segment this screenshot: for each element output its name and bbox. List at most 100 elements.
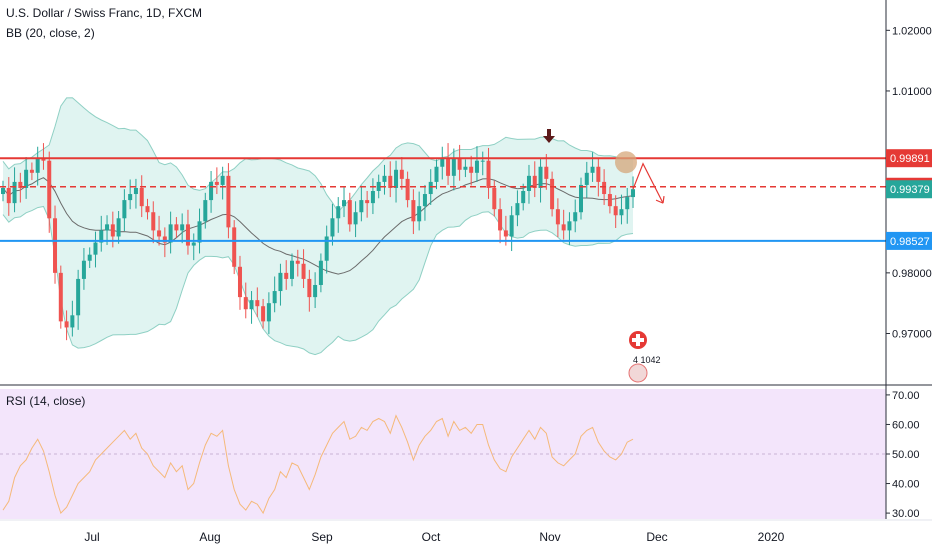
candle-body bbox=[87, 254, 92, 261]
candle bbox=[24, 157, 29, 199]
candle bbox=[353, 201, 358, 238]
indicator-label: BB (20, close, 2) bbox=[6, 26, 95, 40]
candle-body bbox=[203, 200, 208, 222]
candle bbox=[382, 164, 387, 195]
candle bbox=[422, 184, 427, 221]
candle bbox=[336, 197, 341, 233]
candle bbox=[1, 180, 5, 202]
candle-body bbox=[220, 175, 225, 185]
time-tick-label: Oct bbox=[422, 530, 441, 544]
time-tick-label: 2020 bbox=[758, 530, 785, 544]
candle bbox=[70, 300, 75, 337]
candle bbox=[457, 144, 462, 181]
rsi-series bbox=[0, 414, 886, 515]
candle-body bbox=[394, 169, 399, 188]
candle-body bbox=[261, 306, 266, 322]
candle-body bbox=[307, 278, 312, 298]
candle-body bbox=[365, 200, 370, 204]
candle-body bbox=[388, 175, 393, 188]
candle bbox=[440, 146, 445, 180]
candle-body bbox=[116, 218, 121, 237]
candle bbox=[607, 186, 612, 214]
price-label-text: 0.99379 bbox=[890, 184, 930, 196]
time-tick-label: Aug bbox=[199, 530, 220, 544]
candle-body bbox=[613, 206, 618, 216]
candle-body bbox=[24, 169, 29, 188]
candle bbox=[191, 233, 196, 261]
candle-body bbox=[457, 157, 462, 170]
candle bbox=[451, 148, 456, 191]
rsi-tick-label: 60.00 bbox=[892, 419, 920, 431]
candle bbox=[434, 159, 439, 190]
candle bbox=[550, 171, 555, 217]
candle bbox=[532, 161, 537, 198]
candle bbox=[145, 198, 150, 220]
candle-body bbox=[133, 187, 138, 195]
candle-body bbox=[128, 194, 133, 201]
candle bbox=[469, 155, 474, 186]
time-tick-label: Nov bbox=[539, 530, 560, 544]
candle bbox=[399, 157, 404, 190]
rsi-label: RSI (14, close) bbox=[6, 394, 86, 408]
candle-body bbox=[573, 212, 578, 222]
candle bbox=[180, 213, 185, 244]
candle bbox=[555, 198, 560, 238]
chart-title: U.S. Dollar / Swiss Franc, 1D, FXCM bbox=[6, 6, 203, 20]
candle bbox=[220, 166, 225, 200]
rsi-tick-label: 30.00 bbox=[892, 508, 920, 520]
candle bbox=[463, 159, 468, 178]
candle bbox=[29, 162, 34, 181]
candle bbox=[590, 152, 595, 182]
projected-arrowhead bbox=[655, 196, 665, 204]
candle-body bbox=[191, 242, 196, 246]
candle-body bbox=[209, 181, 214, 201]
candle-body bbox=[278, 272, 283, 292]
candle bbox=[313, 272, 318, 309]
candle-body bbox=[579, 184, 583, 213]
candle-body bbox=[313, 284, 318, 298]
candle-body bbox=[180, 224, 185, 231]
candle-body bbox=[1, 187, 5, 195]
candle bbox=[58, 265, 63, 329]
candle-body bbox=[243, 297, 248, 310]
candle bbox=[417, 191, 422, 231]
candle bbox=[515, 190, 520, 227]
projected-path bbox=[632, 162, 664, 204]
candle-body bbox=[376, 181, 381, 191]
candle-body bbox=[47, 160, 52, 219]
candle-body bbox=[255, 300, 260, 307]
candle bbox=[573, 199, 578, 233]
candle-body bbox=[64, 321, 69, 328]
candle-body bbox=[474, 160, 479, 173]
candle-body bbox=[550, 178, 555, 210]
candle-body bbox=[544, 166, 549, 179]
price-label-box bbox=[886, 231, 932, 250]
candle-body bbox=[29, 169, 34, 173]
candle bbox=[486, 147, 491, 199]
candle-body bbox=[18, 181, 23, 188]
candle bbox=[76, 269, 81, 330]
candle-body bbox=[237, 266, 242, 298]
candle bbox=[261, 298, 266, 329]
candle bbox=[394, 160, 399, 203]
price-label-resistance: 0.99891 bbox=[886, 149, 932, 168]
candle bbox=[185, 209, 190, 255]
price-label-current: 0.99379 bbox=[886, 180, 932, 199]
candle-body bbox=[434, 166, 439, 182]
candle bbox=[301, 249, 306, 289]
candle-body bbox=[625, 197, 630, 210]
candle-body bbox=[249, 300, 254, 310]
time-tick-label: Dec bbox=[646, 530, 667, 544]
candle-body bbox=[330, 218, 335, 237]
candle bbox=[168, 211, 173, 254]
candle bbox=[249, 291, 254, 324]
candle-body bbox=[318, 260, 323, 285]
candle-body bbox=[353, 212, 358, 225]
bb-upper-line bbox=[2, 97, 634, 213]
candle-body bbox=[214, 181, 219, 185]
candle bbox=[284, 260, 289, 290]
candle bbox=[53, 205, 58, 284]
candle-body bbox=[295, 260, 300, 264]
